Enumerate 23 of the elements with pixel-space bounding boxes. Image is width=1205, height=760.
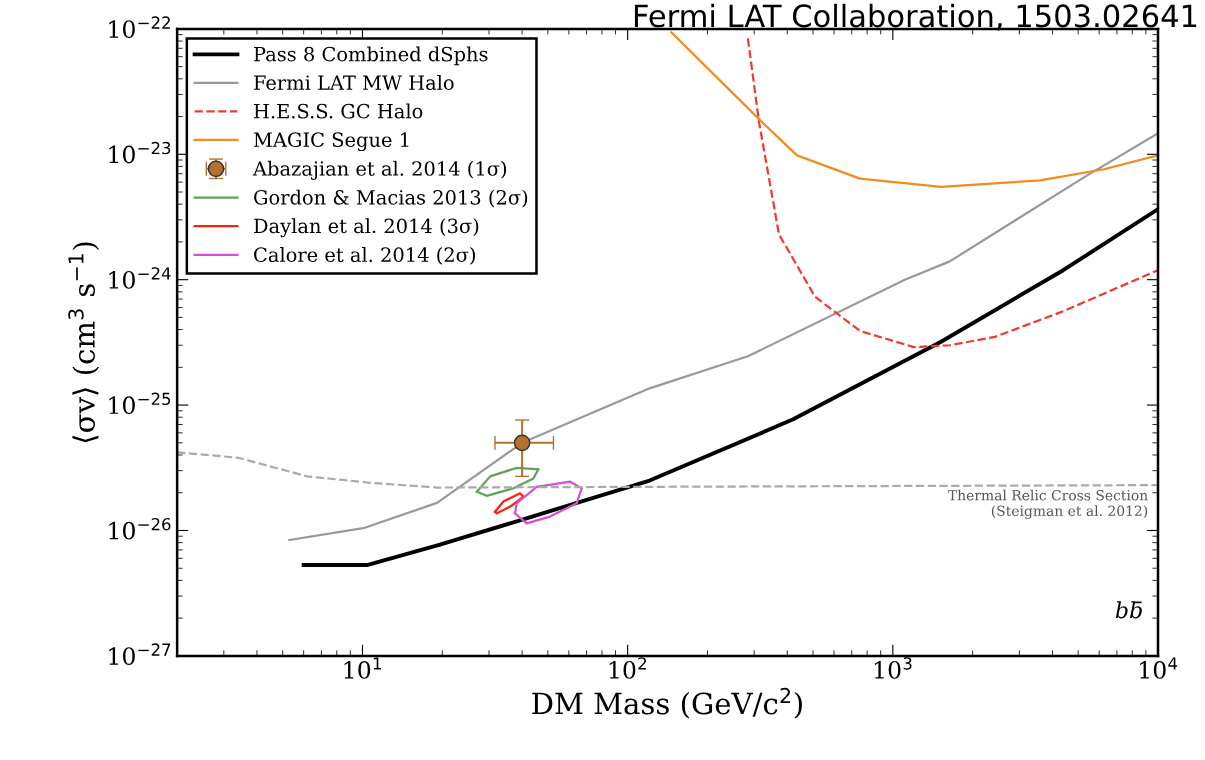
x-tick-label: 10$^{2}$	[609, 657, 647, 679]
legend-label: MAGIC Segue 1	[253, 132, 409, 152]
y-axis-title: ⟨σv⟩ (cm$^{3}$ s$^{−1}$)	[68, 242, 100, 443]
chart-title: Fermi LAT Collaboration, 1503.02641	[634, 3, 1197, 31]
y-tick-label: 10$^{−26}$	[109, 517, 171, 540]
legend-label: Fermi LAT MW Halo	[254, 74, 454, 90]
annotation: Thermal Relic Cross Section (Steigman et al. 2012)	[948, 489, 1148, 519]
legend-label: H.E.S.S. GC Halo	[254, 103, 423, 119]
y-tick-label: 10$^{−25}$	[109, 392, 171, 415]
legend-label: Calore et al. 2014 (2σ)	[254, 247, 475, 265]
x-tick-label: 10$^{1}$	[344, 657, 381, 679]
y-tick-label: 10$^{−24}$	[109, 267, 171, 289]
y-tick-label: 10$^{−27}$	[109, 643, 171, 666]
legend-label: Daylan et al. 2014 (3σ)	[254, 218, 479, 238]
x-tick-label: 10$^{4}$	[1140, 657, 1178, 679]
legend-label: Pass 8 Combined dSphs	[254, 46, 488, 66]
legend-label: Abazajian et al. 2014 (1σ)	[252, 160, 507, 180]
x-axis-title: DM Mass (GeV/c$^{2}$)	[532, 687, 802, 719]
y-tick-label: 10$^{−23}$	[109, 141, 171, 164]
x-tick-label: 10$^{3}$	[874, 657, 912, 679]
y-tick-label: 10$^{−22}$	[109, 16, 170, 39]
legend-label: Gordon & Macias 2013 (2σ)	[254, 189, 528, 208]
annotation: bb̄	[1115, 601, 1142, 619]
